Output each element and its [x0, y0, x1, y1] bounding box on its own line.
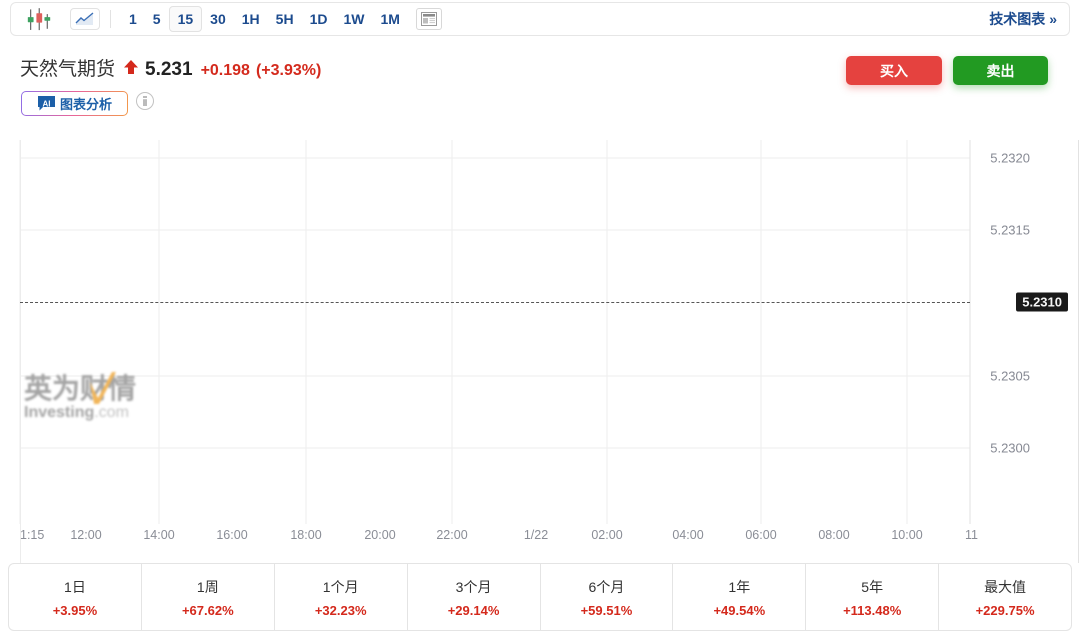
svg-text:Investing.com: Investing.com — [24, 404, 129, 421]
svg-text:英为财情: 英为财情 — [24, 373, 136, 404]
svg-text:AI: AI — [42, 100, 50, 109]
